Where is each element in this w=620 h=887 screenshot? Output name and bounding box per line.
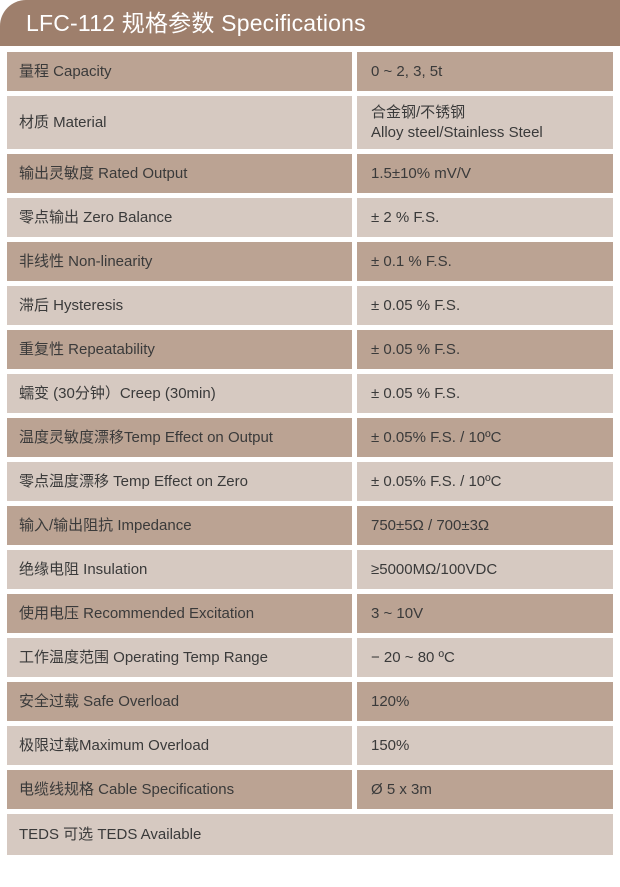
- table-row: 温度灵敏度漂移Temp Effect on Output ± 0.05% F.S…: [7, 418, 613, 457]
- row-label: 非线性 Non-linearity: [7, 242, 352, 281]
- table-row: 非线性 Non-linearity ± 0.1 % F.S.: [7, 242, 613, 281]
- table-row: 极限过载Maximum Overload 150%: [7, 726, 613, 765]
- row-value: ± 0.05% F.S. / 10ºC: [357, 418, 613, 457]
- row-value: 150%: [357, 726, 613, 765]
- row-label: 输入/输出阻抗 Impedance: [7, 506, 352, 545]
- row-label: 重复性 Repeatability: [7, 330, 352, 369]
- row-label: 极限过载Maximum Overload: [7, 726, 352, 765]
- row-label: 滞后 Hysteresis: [7, 286, 352, 325]
- row-value-line-1: 合金钢/不锈钢: [371, 103, 466, 121]
- table-row: 重复性 Repeatability ± 0.05 % F.S.: [7, 330, 613, 369]
- table-row: 材质 Material 合金钢/不锈钢 Alloy steel/Stainles…: [7, 96, 613, 149]
- row-label: 零点温度漂移 Temp Effect on Zero: [7, 462, 352, 501]
- table-row: 零点输出 Zero Balance ± 2 % F.S.: [7, 198, 613, 237]
- row-value: − 20 ~ 80 ºC: [357, 638, 613, 677]
- table-row: 安全过载 Safe Overload 120%: [7, 682, 613, 721]
- row-label: 工作温度范围 Operating Temp Range: [7, 638, 352, 677]
- row-value: 合金钢/不锈钢 Alloy steel/Stainless Steel: [357, 96, 613, 149]
- row-value: ± 0.05% F.S. / 10ºC: [357, 462, 613, 501]
- row-value: ± 0.05 % F.S.: [357, 330, 613, 369]
- row-label: 使用电压 Recommended Excitation: [7, 594, 352, 633]
- row-value: ± 0.05 % F.S.: [357, 286, 613, 325]
- row-label: 蠕变 (30分钟）Creep (30min): [7, 374, 352, 413]
- row-value: 1.5±10% mV/V: [357, 154, 613, 193]
- table-footer-row: TEDS 可选 TEDS Available: [7, 814, 613, 855]
- row-value: ± 2 % F.S.: [357, 198, 613, 237]
- row-value: ≥5000MΩ/100VDC: [357, 550, 613, 589]
- row-value: ± 0.1 % F.S.: [357, 242, 613, 281]
- specifications-table: 量程 Capacity 0 ~ 2, 3, 5t 材质 Material 合金钢…: [7, 52, 613, 855]
- spec-header-banner: LFC-112 规格参数 Specifications: [0, 0, 620, 46]
- table-row: 使用电压 Recommended Excitation 3 ~ 10V: [7, 594, 613, 633]
- row-label: 输出灵敏度 Rated Output: [7, 154, 352, 193]
- table-row: 零点温度漂移 Temp Effect on Zero ± 0.05% F.S. …: [7, 462, 613, 501]
- row-label: 零点输出 Zero Balance: [7, 198, 352, 237]
- row-label: 温度灵敏度漂移Temp Effect on Output: [7, 418, 352, 457]
- table-row: 蠕变 (30分钟）Creep (30min) ± 0.05 % F.S.: [7, 374, 613, 413]
- table-row: 工作温度范围 Operating Temp Range − 20 ~ 80 ºC: [7, 638, 613, 677]
- table-row: 电缆线规格 Cable Specifications Ø 5 x 3m: [7, 770, 613, 809]
- row-value: 750±5Ω / 700±3Ω: [357, 506, 613, 545]
- row-label: 电缆线规格 Cable Specifications: [7, 770, 352, 809]
- row-label: 绝缘电阻 Insulation: [7, 550, 352, 589]
- table-row: 量程 Capacity 0 ~ 2, 3, 5t: [7, 52, 613, 91]
- row-label: 量程 Capacity: [7, 52, 352, 91]
- page-title: LFC-112 规格参数 Specifications: [26, 9, 366, 36]
- footer-row-label: TEDS 可选 TEDS Available: [7, 814, 613, 855]
- row-label: 安全过载 Safe Overload: [7, 682, 352, 721]
- table-row: 输入/输出阻抗 Impedance 750±5Ω / 700±3Ω: [7, 506, 613, 545]
- row-value: 0 ~ 2, 3, 5t: [357, 52, 613, 91]
- table-row: 输出灵敏度 Rated Output 1.5±10% mV/V: [7, 154, 613, 193]
- row-value-line-2: Alloy steel/Stainless Steel: [371, 123, 543, 141]
- row-value: Ø 5 x 3m: [357, 770, 613, 809]
- row-value: 120%: [357, 682, 613, 721]
- table-row: 滞后 Hysteresis ± 0.05 % F.S.: [7, 286, 613, 325]
- table-row: 绝缘电阻 Insulation ≥5000MΩ/100VDC: [7, 550, 613, 589]
- row-label: 材质 Material: [7, 96, 352, 149]
- row-value: ± 0.05 % F.S.: [357, 374, 613, 413]
- row-value: 3 ~ 10V: [357, 594, 613, 633]
